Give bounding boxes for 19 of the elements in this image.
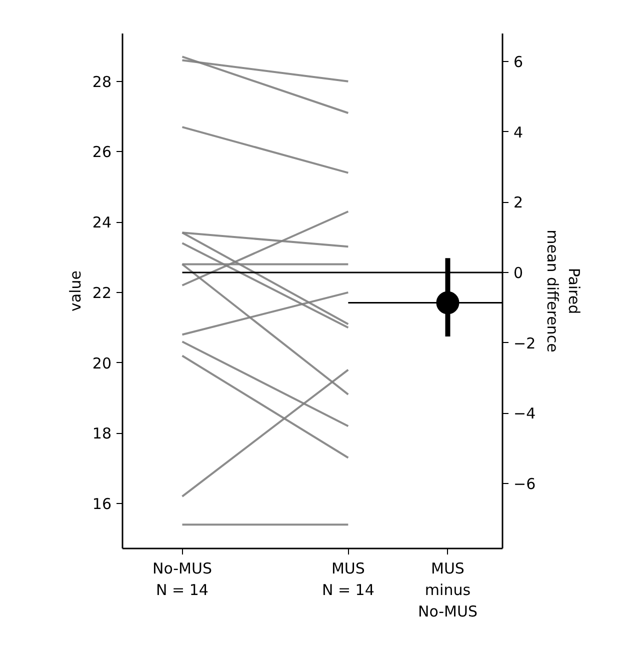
y2-tick-label: 2	[514, 194, 524, 212]
y2-tick-label: 4	[514, 123, 524, 142]
x-tick-label: MUS N = 14	[322, 560, 374, 600]
y2-axis-title: Paired mean difference	[544, 230, 584, 352]
y-tick-label: 16	[92, 494, 112, 513]
y-tick-label: 28	[92, 72, 112, 91]
y-axis-title: value	[66, 270, 84, 312]
x-tick-label: No-MUS N = 14	[152, 560, 212, 600]
y-tick-label: 18	[92, 424, 112, 443]
y-tick-label: 26	[92, 143, 112, 162]
y-tick-label: 24	[92, 214, 112, 232]
y2-tick-label: −2	[514, 334, 536, 352]
y2-tick-label: −4	[514, 404, 536, 423]
y2-tick-label: 0	[514, 264, 524, 282]
y2-tick-label: −6	[514, 474, 536, 493]
y-tick-label: 22	[92, 284, 112, 302]
y-tick-label: 20	[92, 354, 112, 372]
y2-tick-label: 6	[514, 53, 524, 72]
x-tick-label: MUS minus No-MUS	[418, 560, 478, 621]
